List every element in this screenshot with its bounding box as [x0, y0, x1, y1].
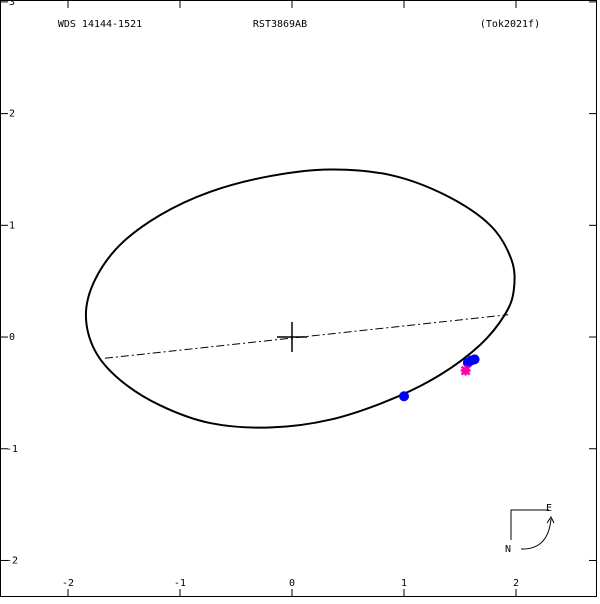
compass-arrowhead — [546, 516, 555, 524]
y-tick-label: 0 — [9, 332, 15, 343]
orbit — [84, 168, 516, 429]
compass-east: E — [546, 503, 552, 514]
x-tick-label: -1 — [174, 578, 186, 589]
x-tick-label: 1 — [401, 578, 407, 589]
compass — [510, 509, 555, 550]
line-of-nodes — [104, 314, 509, 359]
y-tick-label: -1 — [6, 444, 18, 455]
observation — [469, 354, 480, 365]
x-tick-label: 0 — [289, 578, 295, 589]
x-tick-label: -2 — [62, 578, 74, 589]
observation — [399, 391, 410, 402]
y-tick-label: 3 — [9, 0, 15, 8]
reference: (Tok2021f) — [480, 19, 540, 30]
y-tick-label: -2 — [6, 555, 18, 566]
compass-arrow — [520, 518, 552, 550]
predicted-position — [460, 365, 471, 376]
compass-lines — [510, 509, 549, 540]
subtitle: RST3869AB — [253, 19, 307, 30]
y-tick-label: 1 — [9, 220, 15, 231]
compass-north: N — [505, 544, 511, 555]
title: WDS 14144-1521 — [58, 19, 142, 30]
y-tick-label: 2 — [9, 109, 15, 120]
x-tick-label: 2 — [513, 578, 519, 589]
